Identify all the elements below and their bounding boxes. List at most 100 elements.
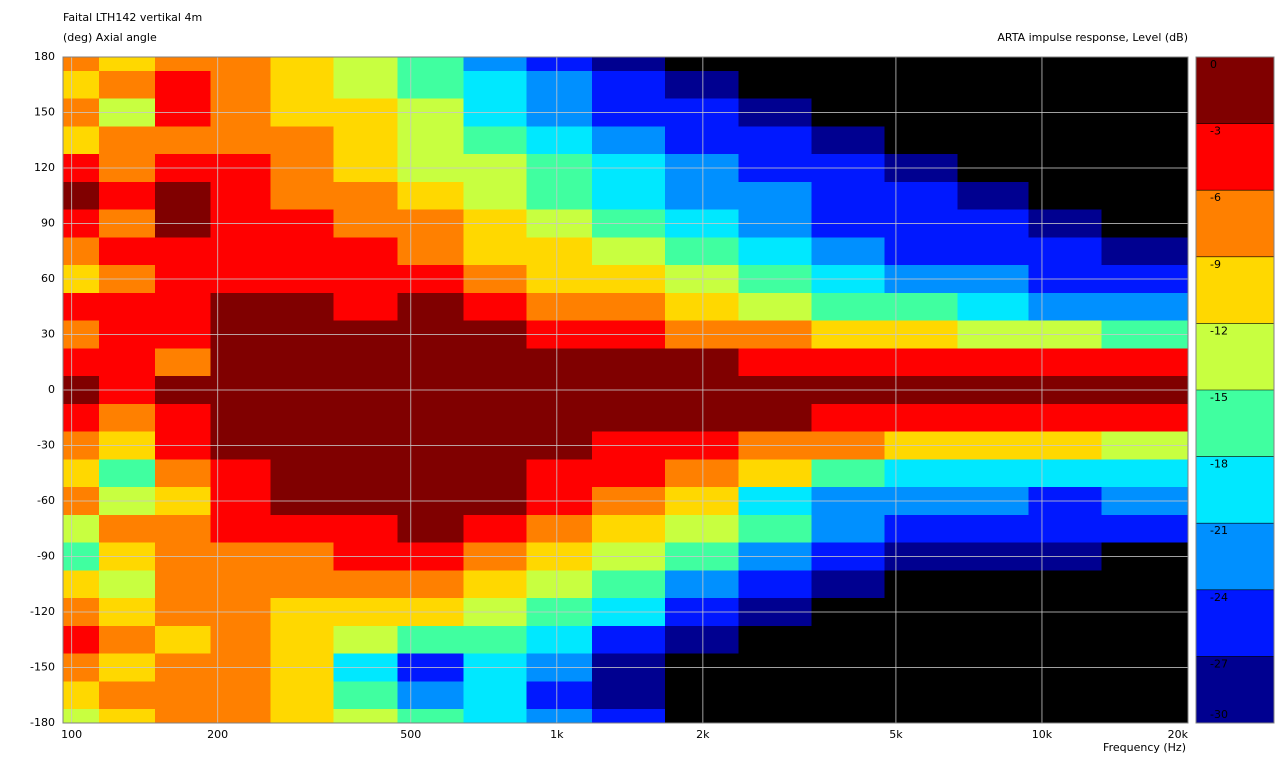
heat-cell	[811, 126, 885, 155]
y-tick-label: 30	[41, 328, 55, 341]
heat-cell	[592, 126, 666, 155]
heat-cell	[526, 681, 593, 710]
heat-cell	[210, 181, 271, 211]
heat-cell	[333, 57, 398, 72]
heat-cell	[63, 292, 100, 322]
heat-cell	[1028, 709, 1103, 724]
heat-cell	[884, 514, 958, 544]
colorbar-tick-label: -30	[1210, 708, 1228, 721]
heat-cell	[526, 459, 593, 488]
heat-cell	[738, 348, 812, 377]
heat-cell	[1028, 292, 1103, 322]
heat-cell	[155, 181, 212, 211]
heat-cell	[884, 126, 958, 155]
heat-cell	[63, 570, 100, 599]
heat-cell	[210, 70, 271, 100]
heat-cell	[811, 70, 885, 100]
heat-cell	[63, 459, 100, 488]
heat-cell	[811, 514, 885, 544]
heat-cell	[99, 681, 156, 710]
colorbar-label: ARTA impulse response, Level (dB)	[997, 31, 1188, 44]
heat-cell	[333, 181, 398, 211]
colorbar-tick-label: -6	[1210, 191, 1221, 204]
heat-cell	[1101, 570, 1189, 599]
colorbar-tick-label: -3	[1210, 125, 1221, 138]
heat-cell	[99, 237, 156, 266]
heat-cell	[397, 57, 464, 72]
heat-cell	[526, 348, 593, 377]
heat-cell	[155, 57, 212, 72]
heat-cell	[99, 403, 156, 433]
heat-cell	[333, 292, 398, 322]
heat-cell	[63, 237, 100, 266]
y-tick-label: 90	[41, 217, 55, 230]
heat-cell	[1028, 181, 1103, 211]
heat-cell	[210, 625, 271, 655]
heat-cell	[463, 348, 527, 377]
heat-cell	[333, 459, 398, 488]
heat-cell	[1028, 126, 1103, 155]
heat-cell	[1028, 570, 1103, 599]
colorbar-tick-label: -24	[1210, 591, 1228, 604]
heat-cell	[333, 70, 398, 100]
heat-cell	[333, 237, 398, 266]
heat-cell	[270, 126, 334, 155]
x-tick-label: 2k	[696, 728, 710, 741]
heat-cell	[665, 57, 739, 72]
heat-cell	[333, 126, 398, 155]
heat-cell	[526, 57, 593, 72]
heat-cell	[397, 70, 464, 100]
heat-cell	[397, 709, 464, 724]
heat-cell	[155, 403, 212, 433]
heat-cell	[738, 292, 812, 322]
colorbar-border	[1195, 56, 1275, 724]
heat-cell	[155, 681, 212, 710]
heat-cell	[463, 181, 527, 211]
heat-cell	[155, 459, 212, 488]
heat-cell	[665, 181, 739, 211]
heat-cell	[210, 348, 271, 377]
heat-cell	[1028, 348, 1103, 377]
heat-cell	[738, 237, 812, 266]
heat-cell	[665, 126, 739, 155]
heat-cell	[738, 70, 812, 100]
heat-cell	[738, 681, 812, 710]
heat-cell	[397, 681, 464, 710]
heat-cell	[1028, 459, 1103, 488]
heat-cell	[99, 709, 156, 724]
heat-cell	[526, 126, 593, 155]
heat-cell	[99, 70, 156, 100]
heat-cell	[592, 70, 666, 100]
heat-cell	[210, 514, 271, 544]
colorbar-band	[1196, 323, 1274, 391]
heat-cell	[811, 709, 885, 724]
heat-cell	[1101, 625, 1189, 655]
heat-cell	[957, 237, 1029, 266]
colorbar-band	[1196, 589, 1274, 657]
colorbar-tick-label: -9	[1210, 258, 1221, 271]
heat-cell	[811, 570, 885, 599]
y-tick-label: -180	[30, 716, 55, 729]
colorbar-band	[1196, 256, 1274, 324]
heat-cell	[957, 709, 1029, 724]
heat-cell	[884, 681, 958, 710]
heat-cell	[63, 126, 100, 155]
heat-cell	[1028, 57, 1103, 72]
heat-cell	[1101, 709, 1189, 724]
heat-cell	[738, 57, 812, 72]
heat-cell	[463, 126, 527, 155]
heat-cell	[155, 70, 212, 100]
colorbar-tick-label: -12	[1210, 324, 1228, 337]
y-tick-label: -60	[37, 494, 55, 507]
heat-cell	[155, 348, 212, 377]
heat-cell	[397, 126, 464, 155]
heat-cell	[270, 514, 334, 544]
heat-cell	[270, 459, 334, 488]
heat-cell	[210, 570, 271, 599]
heat-cell	[884, 625, 958, 655]
heat-cell	[592, 709, 666, 724]
heat-cell	[884, 70, 958, 100]
heat-cell	[1101, 681, 1189, 710]
heat-cell	[397, 514, 464, 544]
